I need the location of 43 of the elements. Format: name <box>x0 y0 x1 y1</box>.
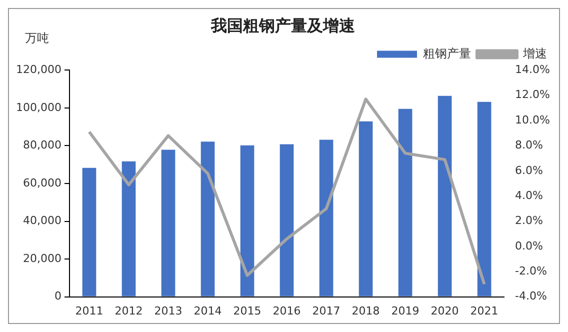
y2-tick-label: -2.0% <box>515 264 547 278</box>
bar <box>477 102 492 296</box>
x-tick-label: 2013 <box>154 304 182 318</box>
y2-tick-label: 4.0% <box>515 188 544 202</box>
y2-tick-label: 8.0% <box>515 138 544 152</box>
y-tick-label: 100,000 <box>16 100 62 114</box>
y2-tick-label: 0.0% <box>515 239 544 252</box>
x-tick-label: 2017 <box>312 304 340 318</box>
bar <box>319 140 334 296</box>
y2-tick-label: 10.0% <box>515 113 550 126</box>
y2-tick-label: 12.0% <box>515 88 550 102</box>
y2-tick-label: 2.0% <box>515 214 544 228</box>
y-tick-label: 120,000 <box>16 63 62 76</box>
legend-label: 增速 <box>522 46 547 60</box>
x-tick-label: 2015 <box>233 304 262 318</box>
x-tick-label: 2012 <box>114 304 143 318</box>
y2-tick-label: 14.0% <box>515 63 550 76</box>
bar <box>438 96 452 296</box>
y-tick-label: 60,000 <box>22 176 62 190</box>
y-tick-label: 20,000 <box>22 252 62 265</box>
x-tick-label: 2019 <box>391 304 420 318</box>
chart-title: 我国粗钢产量及增速 <box>210 16 356 35</box>
x-tick-label: 2016 <box>272 304 301 318</box>
legend-label: 粗钢产量 <box>423 46 471 60</box>
x-tick-label: 2021 <box>470 304 498 318</box>
bar <box>240 145 254 296</box>
y-axis-title: 万吨 <box>25 31 49 46</box>
bar <box>200 142 215 296</box>
bar <box>122 161 136 296</box>
y-tick-label: 40,000 <box>22 214 62 228</box>
x-tick-label: 2011 <box>75 304 104 318</box>
y2-tick-label: -4.0% <box>515 290 547 303</box>
y2-tick-label: 6.0% <box>515 164 544 177</box>
bar <box>358 121 373 296</box>
x-tick-label: 2014 <box>194 304 222 318</box>
bar <box>82 168 96 296</box>
y-tick-label: 80,000 <box>22 138 62 152</box>
bar <box>398 108 412 296</box>
bar <box>161 150 176 296</box>
x-tick-label: 2020 <box>430 304 459 318</box>
bar <box>280 144 294 296</box>
x-tick-label: 2018 <box>352 304 380 318</box>
y-tick-label: 0 <box>54 290 62 303</box>
